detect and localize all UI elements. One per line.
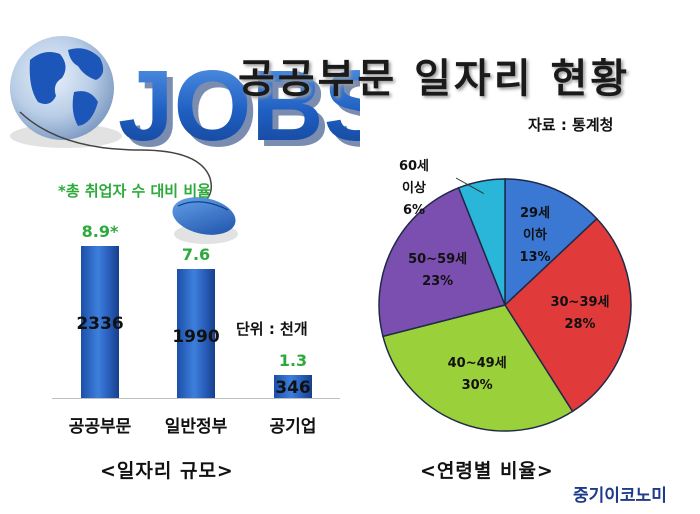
- bar-share-label: 7.6: [181, 244, 211, 264]
- pie-label-line: 60세: [398, 159, 430, 174]
- pie-label-line: 13%: [519, 249, 551, 265]
- pie-slice-3: [378, 186, 507, 338]
- bar-0: [81, 246, 119, 398]
- mouse-icon: [172, 197, 238, 244]
- pie-slice-label: 50~59세 23%: [402, 249, 474, 293]
- pie-slice-label: 40~49세 30%: [441, 353, 513, 397]
- pie-slice-2: [382, 304, 574, 432]
- category-label: 일반정부: [164, 417, 228, 437]
- bar-chart-caption: <일자리 규모>: [100, 460, 234, 482]
- svg-text:JOBS: JOBS: [118, 50, 360, 162]
- unit-label: 단위 : 천개: [236, 320, 308, 338]
- pie-slice-1: [504, 217, 632, 413]
- category-label: 공공부문: [68, 417, 132, 437]
- pie-chart: [378, 177, 632, 432]
- pie-label-line: 23%: [422, 273, 454, 289]
- pie-slice-label: 30~39세 28%: [544, 292, 616, 336]
- bar-share-label: 8.9*: [81, 222, 119, 241]
- pie-chart-caption: <연령별 비율>: [420, 460, 554, 482]
- bar-share-label: 1.3: [278, 351, 308, 371]
- category-label: 공기업: [269, 417, 317, 437]
- pie-label-line: 30%: [461, 378, 493, 394]
- leader-line: [455, 177, 484, 195]
- pie-label-line: 29세: [519, 205, 551, 221]
- bar-value-label: 346: [275, 378, 311, 398]
- jobs-letters: JOBS JOBS: [118, 50, 360, 168]
- chart-note: *총 취업자 수 대비 비율: [58, 182, 211, 200]
- pie-label-line: 이상: [402, 181, 426, 196]
- bar-1: [177, 268, 215, 398]
- bar-2: [274, 375, 312, 398]
- axis-baseline: [52, 398, 340, 399]
- pie-slice-4: [457, 178, 506, 306]
- pie-label-line: 50~59세: [408, 251, 468, 267]
- jobs-illustration: JOBS JOBS: [10, 36, 360, 244]
- bar-value-label: 1990: [172, 326, 220, 347]
- pie-label-line: 40~49세: [447, 356, 507, 372]
- pie-label-line: 이하: [523, 227, 547, 243]
- pie-label-line: 30~39세: [550, 295, 610, 311]
- brand-logo-text: 중기이코노미: [573, 486, 667, 506]
- svg-text:JOBS: JOBS: [124, 56, 360, 168]
- globe-icon: [10, 36, 122, 148]
- bar-value-label: 2336: [76, 314, 124, 335]
- pie-slice-0: [504, 178, 598, 307]
- pie-label-line: 6%: [402, 203, 426, 218]
- source-label: 자료 : 통계청: [528, 116, 614, 134]
- pie-label-line: 28%: [564, 317, 596, 333]
- page-title: 공공부문 일자리 현황: [238, 56, 631, 102]
